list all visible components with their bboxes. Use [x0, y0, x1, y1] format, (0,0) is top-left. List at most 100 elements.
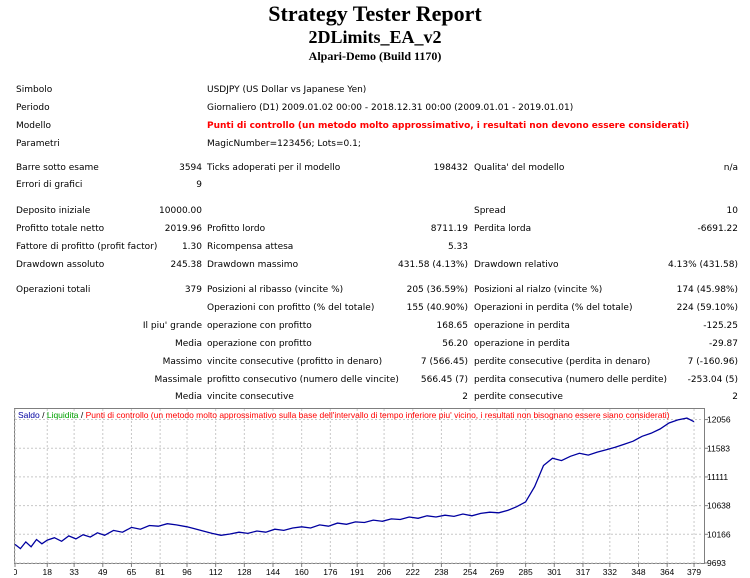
ricompensa-value: 5.33 [447, 242, 468, 252]
simbolo-label: Simbolo [16, 85, 53, 95]
media-profit-label: operazione con profitto [207, 339, 312, 349]
x-tick-label: 332 [603, 567, 617, 576]
media2-loss-label: perdite consecutive [474, 392, 563, 402]
dd-massimo-label: Drawdown massimo [207, 260, 299, 270]
perdita-lorda-label: Perdita lorda [474, 224, 532, 234]
y-tick-label: 11111 [707, 472, 728, 482]
operazioni-label: Operazioni totali [16, 285, 91, 295]
x-tick-label: 348 [631, 567, 645, 576]
x-tick-label: 191 [350, 567, 364, 576]
fattore-label: Fattore di profitto (profit factor) [16, 242, 158, 252]
media-loss-label: operazione in perdita [474, 339, 570, 349]
x-tick-label: 0 [14, 567, 18, 576]
op-profitto-label: Operazioni con profitto (% del totale) [207, 303, 375, 313]
profitto-netto-label: Profitto totale netto [16, 224, 105, 234]
x-tick-label: 65 [127, 567, 137, 576]
piu-grande-profit-value: 168.65 [436, 321, 469, 331]
y-tick-label: 12056 [707, 415, 731, 425]
media-loss-value: -29.87 [708, 339, 738, 349]
barre-label: Barre sotto esame [16, 163, 99, 173]
balance-chart: 0 18 33 49 65 81 96 112 128 144 160 176 191 206 222 238… [14, 408, 731, 576]
x-tick-label: 317 [576, 567, 590, 576]
deposito-label: Deposito iniziale [16, 206, 91, 216]
x-tick-label: 176 [323, 567, 337, 576]
chart-frame [14, 408, 705, 564]
x-tick-label: 364 [660, 567, 674, 576]
profitto-lordo-value: 8711.19 [430, 224, 468, 234]
x-tick-label: 144 [266, 567, 280, 576]
op-profitto-value: 155 (40.90%) [406, 303, 468, 313]
profitto-lordo-label: Profitto lordo [207, 224, 266, 234]
barre-value: 3594 [179, 163, 202, 173]
parametri-value: MagicNumber=123456; Lots=0.1; [207, 139, 361, 149]
dd-massimo-value: 431.58 (4.13%) [398, 260, 468, 270]
media2-loss-value: 2 [732, 392, 738, 402]
dd-relativo-value: 4.13% (431.58) [668, 260, 738, 270]
ticks-value: 198432 [433, 163, 468, 173]
errori-value: 9 [196, 180, 202, 190]
massimo-label: Massimo [162, 357, 202, 367]
y-tick-label: 10166 [707, 529, 731, 539]
x-tick-label: 128 [237, 567, 251, 576]
x-tick-label: 206 [377, 567, 391, 576]
perdita-lorda-value: -6691.22 [697, 224, 738, 234]
pos-ribasso-value: 205 (36.59%) [406, 285, 468, 295]
massimo-win-label: vincite consecutive (profitto in denaro) [207, 357, 383, 367]
op-perdita-label: Operazioni in perdita (% del totale) [474, 303, 633, 313]
media-profit-value: 56.20 [442, 339, 468, 349]
x-tick-label: 222 [406, 567, 420, 576]
chart-legend: Saldo / Liquidita / Punti di controllo (… [18, 410, 670, 420]
dd-relativo-label: Drawdown relativo [474, 260, 559, 270]
massimo-loss-label: perdite consecutive (perdita in denaro) [474, 357, 651, 367]
qualita-label: Qualita' del modello [474, 163, 565, 173]
server-name: Alpari-Demo (Build 1170) [308, 49, 442, 63]
massimale-win-value: 566.45 (7) [420, 375, 468, 385]
piu-grande-profit-label: operazione con profitto [207, 321, 312, 331]
modello-value: Punti di controllo (un metodo molto appr… [207, 121, 690, 131]
x-tick-label: 269 [490, 567, 504, 576]
qualita-value: n/a [723, 163, 738, 173]
profitto-netto-value: 2019.96 [164, 224, 202, 234]
x-tick-label: 160 [295, 567, 309, 576]
dd-assoluto-label: Drawdown assoluto [16, 260, 105, 270]
legend-sep-2: / [79, 410, 86, 420]
y-tick-label: 10638 [707, 501, 731, 511]
ticks-label: Ticks adoperati per il modello [207, 163, 341, 173]
media2-win-value: 2 [462, 392, 468, 402]
x-tick-label: 33 [69, 567, 79, 576]
y-tick-label: 9693 [707, 558, 726, 568]
spread-label: Spread [474, 206, 506, 216]
x-tick-label: 96 [182, 567, 192, 576]
modello-label: Modello [16, 121, 52, 131]
massimale-win-label: profitto consecutivo (numero delle vinci… [207, 375, 399, 385]
pos-ribasso-label: Posizioni al ribasso (vincite %) [207, 285, 344, 295]
periodo-label: Periodo [16, 103, 50, 113]
legend-sep-1: / [40, 410, 47, 420]
x-tick-label: 379 [687, 567, 701, 576]
op-perdita-value: 224 (59.10%) [676, 303, 738, 313]
piu-grande-loss-label: operazione in perdita [474, 321, 570, 331]
massimale-loss-label: perdita consecutiva (numero delle perdit… [474, 375, 668, 385]
x-tick-label: 49 [98, 567, 108, 576]
media2-win-label: vincite consecutive [207, 392, 294, 402]
x-tick-label: 18 [43, 567, 53, 576]
legend-balance: Saldo [18, 410, 40, 420]
balance-line [14, 417, 695, 550]
x-tick-label: 238 [434, 567, 448, 576]
x-tick-label: 81 [155, 567, 165, 576]
deposito-value: 10000.00 [159, 206, 202, 216]
media2-label: Media [174, 392, 202, 402]
dd-assoluto-value: 245.38 [170, 260, 203, 270]
x-tick-label: 301 [547, 567, 561, 576]
massimale-label: Massimale [154, 375, 202, 385]
pos-rialzo-label: Posizioni al rialzo (vincite %) [474, 285, 603, 295]
x-tick-label: 285 [519, 567, 533, 576]
piu-grande-loss-value: -125.25 [703, 321, 738, 331]
errori-label: Errori di grafici [16, 180, 83, 190]
pos-rialzo-value: 174 (45.98%) [676, 285, 738, 295]
legend-equity: Liquidita [47, 410, 79, 420]
report-title: Strategy Tester Report [268, 1, 482, 26]
simbolo-value: USDJPY (US Dollar vs Japanese Yen) [207, 85, 367, 95]
periodo-value: Giornaliero (D1) 2009.01.02 00:00 - 2018… [207, 103, 574, 113]
massimo-win-value: 7 (566.45) [420, 357, 468, 367]
